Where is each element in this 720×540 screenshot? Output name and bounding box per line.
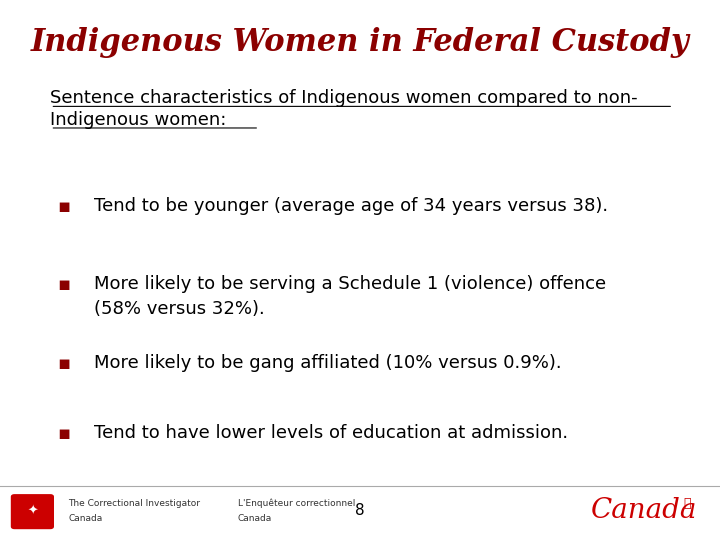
Text: The Correctional Investigator: The Correctional Investigator [68,499,200,508]
Text: ▪: ▪ [58,354,71,373]
Text: Canada: Canada [68,514,103,523]
Text: More likely to be gang affiliated (10% versus 0.9%).: More likely to be gang affiliated (10% v… [94,354,561,372]
Text: ▪: ▪ [58,197,71,216]
Text: Indigenous Women in Federal Custody: Indigenous Women in Federal Custody [31,27,689,58]
Text: Canada: Canada [591,497,698,524]
Text: ▪: ▪ [58,275,71,294]
Text: ▪: ▪ [58,424,71,443]
Text: More likely to be serving a Schedule 1 (violence) offence
(58% versus 32%).: More likely to be serving a Schedule 1 (… [94,275,606,319]
Text: Tend to be younger (average age of 34 years versus 38).: Tend to be younger (average age of 34 ye… [94,197,608,215]
Text: Indigenous women:: Indigenous women: [50,111,227,129]
Text: Tend to have lower levels of education at admission.: Tend to have lower levels of education a… [94,424,568,442]
Text: 🍁: 🍁 [684,497,691,510]
FancyBboxPatch shape [11,494,54,529]
Text: 8: 8 [355,503,365,518]
Text: L'Enquêteur correctionnel: L'Enquêteur correctionnel [238,498,355,508]
Text: ✦: ✦ [27,505,37,518]
Text: Canada: Canada [238,514,272,523]
Text: Sentence characteristics of Indigenous women compared to non-: Sentence characteristics of Indigenous w… [50,89,638,107]
